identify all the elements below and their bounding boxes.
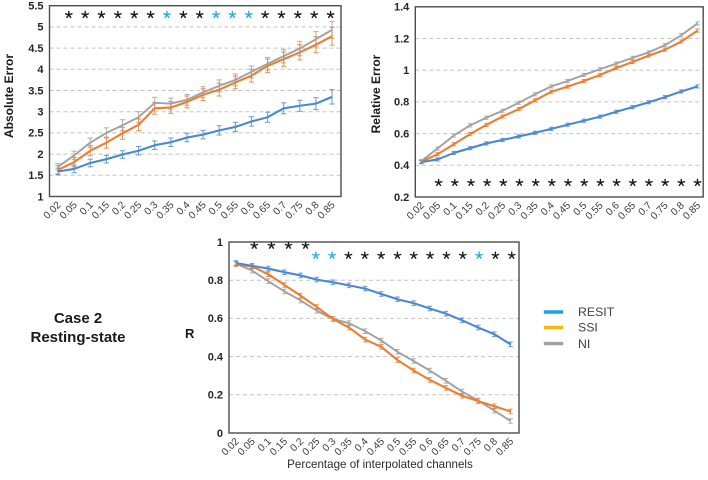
svg-text:2.5: 2.5 — [28, 128, 43, 140]
svg-text:NI: NI — [578, 337, 590, 351]
svg-text:0.6: 0.6 — [208, 313, 223, 325]
svg-text:5.5: 5.5 — [28, 1, 43, 13]
svg-text:1.4: 1.4 — [394, 2, 410, 14]
svg-text:1.2: 1.2 — [394, 33, 409, 45]
svg-text:1: 1 — [37, 191, 43, 203]
svg-text:0.8: 0.8 — [394, 97, 409, 109]
svg-text:4: 4 — [37, 64, 44, 76]
svg-text:RESIT: RESIT — [578, 305, 615, 319]
svg-text:0: 0 — [217, 428, 223, 440]
svg-text:Absolute Error: Absolute Error — [2, 54, 16, 138]
svg-text:0.2: 0.2 — [208, 390, 223, 402]
svg-text:1: 1 — [217, 237, 223, 249]
svg-text:1: 1 — [403, 65, 409, 77]
svg-text:4.5: 4.5 — [28, 43, 43, 55]
svg-text:0.4: 0.4 — [208, 351, 224, 363]
svg-text:Case 2: Case 2 — [54, 310, 102, 327]
svg-text:5: 5 — [37, 22, 43, 34]
svg-text:R: R — [185, 326, 195, 341]
svg-text:Percentage of interpolated cha: Percentage of interpolated channels — [287, 458, 473, 471]
svg-text:2: 2 — [37, 149, 43, 161]
svg-text:SSI: SSI — [578, 321, 598, 335]
svg-text:3.5: 3.5 — [28, 85, 43, 97]
svg-text:0.2: 0.2 — [394, 192, 409, 204]
svg-text:1.5: 1.5 — [28, 170, 43, 182]
svg-text:Relative Error: Relative Error — [369, 54, 383, 133]
svg-text:0.8: 0.8 — [208, 275, 223, 287]
svg-text:3: 3 — [37, 107, 43, 119]
svg-text:0.4: 0.4 — [394, 160, 410, 172]
svg-text:Resting-state: Resting-state — [30, 329, 125, 346]
svg-text:0.6: 0.6 — [394, 128, 409, 140]
